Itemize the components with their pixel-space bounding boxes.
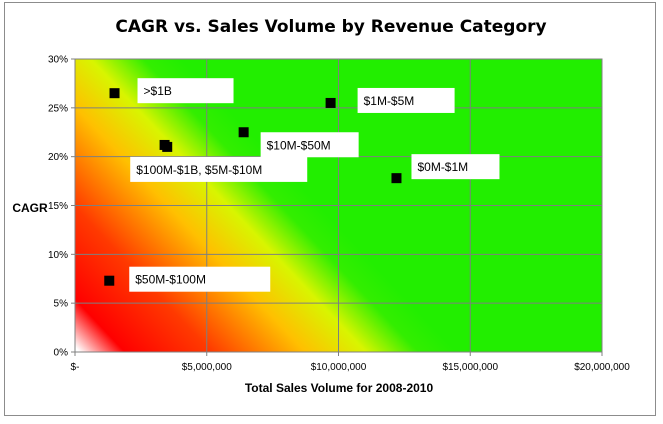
x-tick-label: $20,000,000 (574, 362, 630, 373)
data-label-text: $10M-$50M (267, 138, 331, 152)
chart-svg: CAGR vs. Sales Volume by Revenue Categor… (12, 17, 630, 395)
data-label-text: $100M-$1B, $5M-$10M (136, 163, 262, 177)
x-tick-label: $10,000,000 (311, 362, 367, 373)
data-label-box (129, 266, 271, 292)
data-label-box (357, 87, 455, 113)
x-axis-title: Total Sales Volume for 2008-2010 (245, 381, 434, 395)
scatter-point (109, 88, 120, 99)
data-label-box (137, 78, 234, 104)
y-tick-label: 0% (54, 348, 69, 359)
scatter-point (391, 173, 402, 184)
data-label-text: $50M-$100M (135, 273, 206, 287)
y-tick-label: 30% (48, 55, 68, 66)
data-label-box (130, 156, 308, 182)
chart-title: CAGR vs. Sales Volume by Revenue Categor… (115, 17, 546, 37)
data-markers (104, 88, 402, 286)
data-label-text: $1M-$5M (364, 94, 415, 108)
scatter-point (325, 97, 336, 108)
y-axis-title: CAGR (12, 201, 48, 215)
data-label-text: $0M-$1M (417, 160, 468, 174)
y-tick-label: 5% (54, 299, 69, 310)
data-label-box (411, 154, 500, 180)
x-tick-label: $15,000,000 (442, 362, 498, 373)
x-tick-label: $- (71, 362, 80, 373)
data-labels: >$1B $1M-$5M $10M-$50M $100M-$1B, $5M-$10M $… (129, 78, 500, 292)
x-tick-label: $5,000,000 (182, 362, 232, 373)
chart-frame: CAGR vs. Sales Volume by Revenue Categor… (4, 2, 656, 416)
y-tick-label: 25% (48, 103, 68, 114)
y-tick-label: 15% (48, 201, 68, 212)
scatter-point (238, 127, 249, 138)
scatter-point (162, 141, 173, 152)
data-label-text: >$1B (144, 84, 172, 98)
data-label-box (260, 132, 359, 158)
gridlines (75, 59, 602, 352)
x-axis-ticks: $- $5,000,000 $10,000,000 $15,000,000 $20,00… (71, 352, 630, 373)
y-tick-label: 20% (48, 152, 68, 163)
y-axis-ticks: 0% 5% 10% 15% 20% 25% 30% (48, 55, 75, 359)
y-tick-label: 10% (48, 250, 68, 261)
scatter-point (104, 275, 115, 286)
